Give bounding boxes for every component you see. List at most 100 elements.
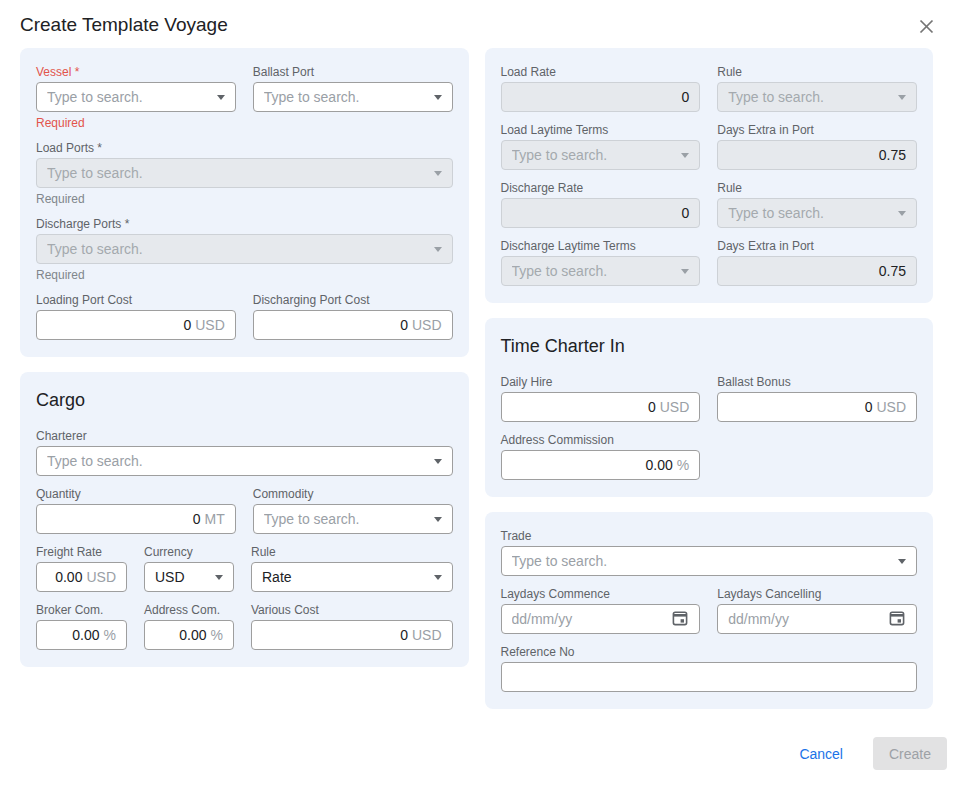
modal-header: Create Template Voyage xyxy=(0,0,955,48)
freight-rate-value: 0.00 xyxy=(55,569,82,585)
freight-rate-unit: USD xyxy=(86,569,116,585)
load-rate-value: 0 xyxy=(681,89,689,105)
laydays-cancelling-input[interactable]: dd/mm/yy xyxy=(717,604,917,634)
quantity-unit: MT xyxy=(205,511,225,527)
right-column: Load Rate 0 Rule Type to search. Load La… xyxy=(485,48,934,709)
time-charter-in-heading: Time Charter In xyxy=(501,335,918,357)
time-charter-in-panel: Time Charter In Daily Hire 0 USD Ballast… xyxy=(485,318,934,497)
load-ports-field: Load Ports * Type to search. Required xyxy=(36,141,453,206)
charterer-placeholder: Type to search. xyxy=(47,453,426,469)
rates-panel: Load Rate 0 Rule Type to search. Load La… xyxy=(485,48,934,303)
cancel-button[interactable]: Cancel xyxy=(795,740,847,768)
trade-select[interactable]: Type to search. xyxy=(501,546,918,576)
currency-select[interactable]: USD xyxy=(144,562,234,592)
discharge-ports-select: Type to search. xyxy=(36,234,453,264)
discharge-ports-field: Discharge Ports * Type to search. Requir… xyxy=(36,217,453,282)
chevron-down-icon xyxy=(434,459,442,464)
load-rate-label: Load Rate xyxy=(501,65,701,79)
daily-hire-input[interactable]: 0 USD xyxy=(501,392,701,422)
rule-value: Rate xyxy=(262,569,426,585)
discharging-port-cost-label: Discharging Port Cost xyxy=(253,293,453,307)
ballast-bonus-input[interactable]: 0 USD xyxy=(717,392,917,422)
freight-rate-label: Freight Rate xyxy=(36,545,127,559)
discharging-port-cost-field: Discharging Port Cost 0 USD xyxy=(253,293,453,340)
charterer-label: Charterer xyxy=(36,429,453,443)
currency-label: Currency xyxy=(144,545,234,559)
load-rule-field: Rule Type to search. xyxy=(717,65,917,112)
cargo-panel: Cargo Charterer Type to search. Quantity… xyxy=(20,372,469,667)
ballast-bonus-field: Ballast Bonus 0 USD xyxy=(717,375,917,422)
address-commission-unit: % xyxy=(677,457,689,473)
various-cost-unit: USD xyxy=(412,627,442,643)
reference-no-input[interactable] xyxy=(501,662,918,692)
freight-rate-field: Freight Rate 0.00 USD xyxy=(36,545,127,592)
freight-rate-input[interactable]: 0.00 USD xyxy=(36,562,127,592)
ballast-port-placeholder: Type to search. xyxy=(264,89,426,105)
laydays-cancelling-placeholder: dd/mm/yy xyxy=(728,611,880,627)
address-commission-value: 0.00 xyxy=(646,457,673,473)
calendar-icon[interactable] xyxy=(888,609,906,630)
loading-port-cost-unit: USD xyxy=(195,317,225,333)
discharging-port-cost-unit: USD xyxy=(412,317,442,333)
various-cost-input[interactable]: 0 USD xyxy=(251,620,453,650)
chevron-down-icon xyxy=(898,95,906,100)
load-ports-placeholder: Type to search. xyxy=(47,165,426,181)
commodity-field: Commodity Type to search. xyxy=(253,487,453,534)
discharge-rate-input: 0 xyxy=(501,198,701,228)
trade-label: Trade xyxy=(501,529,918,543)
ballast-port-label: Ballast Port xyxy=(253,65,453,79)
vessel-select[interactable]: Type to search. xyxy=(36,82,236,112)
load-rate-field: Load Rate 0 xyxy=(501,65,701,112)
chevron-down-icon xyxy=(681,269,689,274)
daily-hire-field: Daily Hire 0 USD xyxy=(501,375,701,422)
discharge-days-extra-input: 0.75 xyxy=(717,256,917,286)
close-icon[interactable] xyxy=(914,14,939,39)
cargo-heading: Cargo xyxy=(36,389,453,411)
address-com-value: 0.00 xyxy=(179,627,206,643)
discharging-port-cost-value: 0 xyxy=(400,317,408,333)
load-days-extra-input: 0.75 xyxy=(717,140,917,170)
load-ports-helper: Required xyxy=(36,192,453,206)
commodity-select[interactable]: Type to search. xyxy=(253,504,453,534)
vessel-field: Vessel * Type to search. Required xyxy=(36,65,236,130)
reference-no-label: Reference No xyxy=(501,645,918,659)
discharge-ports-label: Discharge Ports * xyxy=(36,217,453,231)
load-laytime-terms-placeholder: Type to search. xyxy=(512,147,674,163)
commodity-placeholder: Type to search. xyxy=(264,511,426,527)
trade-placeholder: Type to search. xyxy=(512,553,891,569)
load-days-extra-field: Days Extra in Port 0.75 xyxy=(717,123,917,170)
broker-com-input[interactable]: 0.00 % xyxy=(36,620,127,650)
create-button[interactable]: Create xyxy=(873,737,947,770)
discharge-rule-select: Type to search. xyxy=(717,198,917,228)
rule-label: Rule xyxy=(251,545,453,559)
chevron-down-icon xyxy=(434,517,442,522)
quantity-input[interactable]: 0 MT xyxy=(36,504,236,534)
various-cost-value: 0 xyxy=(400,627,408,643)
calendar-icon[interactable] xyxy=(671,609,689,630)
load-rule-label: Rule xyxy=(717,65,917,79)
various-cost-field: Various Cost 0 USD xyxy=(251,603,453,650)
laydays-commence-label: Laydays Commence xyxy=(501,587,701,601)
discharge-laytime-terms-placeholder: Type to search. xyxy=(512,263,674,279)
currency-field: Currency USD xyxy=(144,545,234,592)
laydays-commence-input[interactable]: dd/mm/yy xyxy=(501,604,701,634)
address-com-input[interactable]: 0.00 % xyxy=(144,620,234,650)
address-com-field: Address Com. 0.00 % xyxy=(144,603,234,650)
discharge-rate-field: Discharge Rate 0 xyxy=(501,181,701,228)
page-title: Create Template Voyage xyxy=(20,12,228,38)
discharge-rate-value: 0 xyxy=(681,205,689,221)
discharge-rule-placeholder: Type to search. xyxy=(728,205,890,221)
loading-port-cost-input[interactable]: 0 USD xyxy=(36,310,236,340)
discharge-days-extra-value: 0.75 xyxy=(879,263,906,279)
discharging-port-cost-input[interactable]: 0 USD xyxy=(253,310,453,340)
address-commission-input[interactable]: 0.00 % xyxy=(501,450,701,480)
broker-com-unit: % xyxy=(104,627,116,643)
ballast-port-select[interactable]: Type to search. xyxy=(253,82,453,112)
broker-com-label: Broker Com. xyxy=(36,603,127,617)
discharge-rate-label: Discharge Rate xyxy=(501,181,701,195)
load-laytime-terms-label: Load Laytime Terms xyxy=(501,123,701,137)
charterer-select[interactable]: Type to search. xyxy=(36,446,453,476)
rule-select[interactable]: Rate xyxy=(251,562,453,592)
laydays-cancelling-field: Laydays Cancelling dd/mm/yy xyxy=(717,587,917,634)
daily-hire-value: 0 xyxy=(648,399,656,415)
